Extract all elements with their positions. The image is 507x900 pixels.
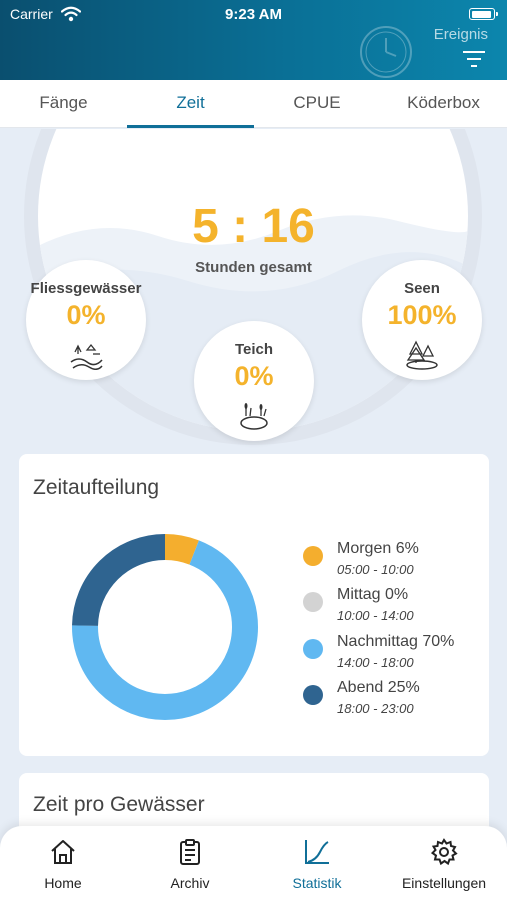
filter-icon[interactable] [462,50,486,68]
card-title: Zeit pro Gewässer [33,793,205,816]
legend-label: Mittag 0% [337,586,409,603]
clipboard-icon [180,839,200,865]
total-time-label: Stunden gesamt [195,259,312,276]
gear-icon [430,838,458,866]
nav-archiv[interactable]: Archiv [127,838,253,891]
tab-cpue[interactable]: CPUE [293,93,341,112]
water-teich: Teich 0% [194,321,314,441]
water-seen: Seen 100% [362,260,482,380]
legend-label: Morgen 6% [337,540,419,557]
status-time: 9:23 AM [225,6,282,23]
legend-range: 18:00 - 23:00 [337,701,414,716]
legend-range: 14:00 - 18:00 [337,655,414,670]
legend-dot [303,546,323,566]
legend-range: 05:00 - 10:00 [337,562,414,577]
pond-icon [240,403,268,430]
nav-einstellungen[interactable]: Einstellungen [381,838,507,891]
water-name: Teich [234,341,274,358]
bottom-navigation: Home Archiv Statistik Einstellungen [0,826,507,900]
nav-statistik[interactable]: Statistik [254,838,380,891]
nav-label: Statistik [292,875,342,891]
carrier-label: Carrier [10,6,53,22]
tab-zeit[interactable]: Zeit [127,80,254,128]
total-time: 5 : 16 [192,200,315,253]
home-icon [51,840,75,864]
tab-koederbox[interactable]: Köderbox [407,93,480,112]
legend-dot [303,685,323,705]
wifi-icon [61,6,81,22]
time-split-donut-chart [72,534,258,720]
legend-dot [303,592,323,612]
legend-dot [303,639,323,659]
nav-home[interactable]: Home [0,838,126,891]
nav-label: Home [44,875,82,891]
river-icon [70,343,103,370]
app-header: Carrier 9:23 AM Ereignis [0,0,507,80]
nav-label: Archiv [170,875,210,891]
water-name: Seen [404,280,440,297]
time-summary: 5 : 16 Stunden gesamt Fliessgewässer 0% … [0,129,507,449]
legend-label: Nachmittag 70% [337,633,455,650]
water-fliessgewaesser: Fliessgewässer 0% [26,260,146,380]
tab-bar: Fänge Zeit CPUE Köderbox [0,80,507,128]
legend-range: 10:00 - 14:00 [337,608,414,623]
water-percent: 0% [66,300,106,330]
nav-label: Einstellungen [401,875,487,891]
clock-icon [360,26,412,78]
legend-label: Abend 25% [337,679,420,696]
water-percent: 100% [387,300,457,330]
status-bar: Carrier 9:23 AM [0,6,507,26]
card-title: Zeitaufteilung [33,476,160,499]
tab-faenge[interactable]: Fänge [39,93,88,112]
lake-icon [406,340,438,370]
event-label[interactable]: Ereignis [433,26,488,43]
water-name: Fliessgewässer [30,280,142,297]
battery-icon [469,8,498,20]
time-per-water-card: Zeit pro Gewässer [19,773,489,833]
chart-icon [305,840,329,864]
donut-slice-nachmittag [72,534,258,720]
donut-slice-abend [72,534,258,720]
time-split-card: Zeitaufteilung Morgen 6% 05:00 - 10:00 M… [19,454,489,756]
water-percent: 0% [234,361,274,391]
